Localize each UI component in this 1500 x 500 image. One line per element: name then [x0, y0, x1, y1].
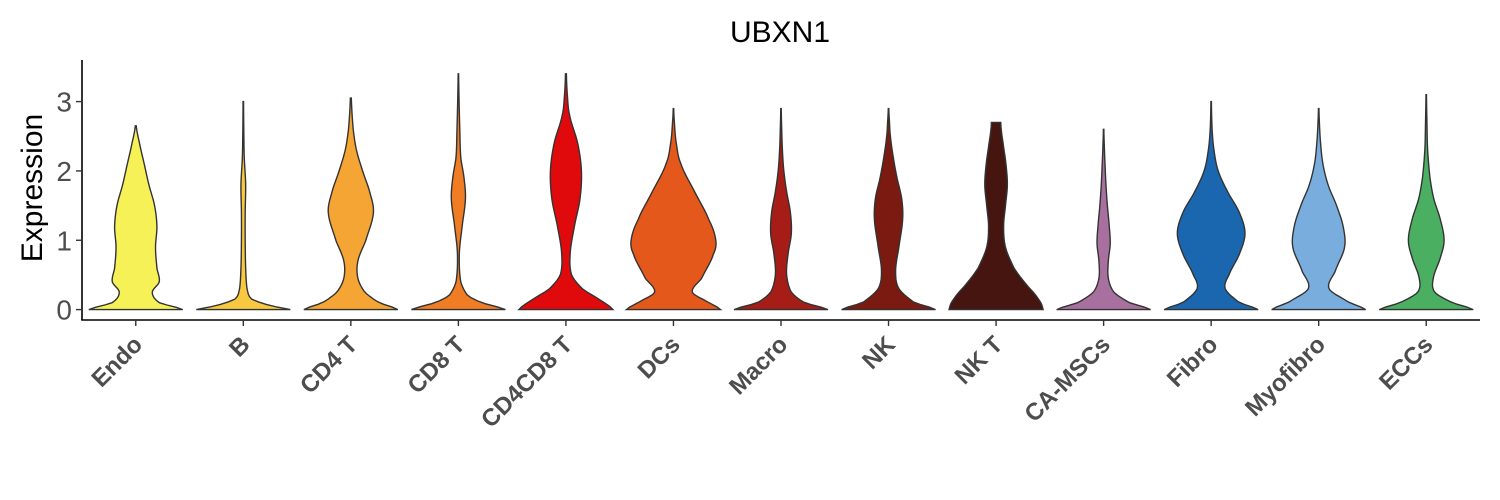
chart-title: UBXN1 [730, 16, 830, 49]
y-axis-label: Expression [16, 114, 49, 262]
y-tick-label: 1 [56, 225, 72, 256]
violin-nk [841, 107, 936, 311]
x-tick-label: CD4CD8 T [476, 331, 578, 433]
y-tick-label: 3 [56, 87, 72, 118]
x-tick-label: DCs [633, 331, 686, 384]
x-tick-label: CA-MSCs [1019, 331, 1115, 427]
x-tick-label: Fibro [1162, 331, 1224, 393]
violin-b [196, 100, 291, 311]
x-axis-ticks: Endo B CD4 T CD8 T CD4CD8 T DCs Macro NK NK T CA-… [86, 320, 1438, 433]
violin-fibro [1163, 100, 1259, 311]
violin-layer [88, 73, 1474, 311]
x-tick-label: NK T [950, 331, 1009, 390]
y-tick-label: 2 [56, 156, 72, 187]
violin-cd8-t [411, 73, 506, 311]
violin-endo [88, 125, 183, 311]
violin-cd4-t [303, 97, 399, 311]
x-tick-label: NK [857, 331, 901, 375]
violin-dcs [624, 107, 723, 311]
violin-cd4cd8-t [517, 73, 615, 311]
violin-eccs [1378, 93, 1474, 311]
violin-myofibro [1271, 107, 1367, 311]
x-tick-label: Endo [86, 331, 148, 393]
x-tick-label: CD4 T [295, 331, 363, 399]
violin-macro [733, 107, 829, 311]
x-tick-label: CD8 T [403, 331, 471, 399]
y-axis-ticks: 0 1 2 3 [56, 87, 82, 326]
x-tick-label: ECCs [1374, 331, 1438, 395]
violin-ca-mscs [1056, 128, 1151, 311]
x-tick-label: Macro [724, 331, 793, 400]
x-tick-label: B [224, 331, 255, 362]
violin-nk-t [948, 121, 1044, 311]
y-tick-label: 0 [56, 295, 72, 326]
x-tick-label: Myofibro [1240, 331, 1331, 422]
